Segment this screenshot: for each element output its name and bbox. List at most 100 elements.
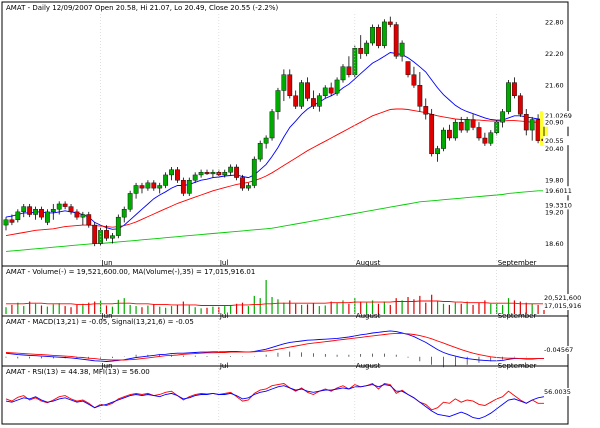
candle-body (281, 74, 287, 91)
date-label: Jul (219, 312, 229, 320)
candle-body (417, 85, 423, 107)
candle-body (180, 180, 186, 194)
candle-body (405, 61, 411, 75)
candle-body (287, 74, 293, 96)
candle-body (68, 206, 74, 213)
price-panel-title: AMAT - Daily 12/09/2007 Open 20.58, Hi 2… (6, 4, 279, 12)
price-tick-label: 20.40 (545, 145, 564, 153)
candle-body (452, 121, 458, 139)
candle-body (222, 172, 228, 176)
candle-body (80, 214, 86, 218)
macd-right-label: -0.04567 (544, 346, 573, 354)
price-tick-label: 20.90 (545, 119, 564, 127)
candle-body (27, 206, 33, 215)
candle-body (387, 21, 393, 25)
date-label: August (356, 259, 381, 267)
date-label: Jun (101, 362, 113, 370)
volume-right-label: 17,015,916 (544, 302, 581, 310)
price-ma-line-0 (5, 52, 545, 230)
volume-badge-bg (543, 294, 569, 302)
candle-body (393, 24, 399, 57)
candle-body (210, 172, 216, 175)
candle-body (346, 66, 352, 75)
candle-body (44, 211, 50, 223)
macd-line-0 (5, 330, 544, 362)
candle-body (245, 185, 251, 189)
macd-badge-bg (543, 346, 569, 354)
date-label: August (356, 312, 381, 320)
candle-body (340, 66, 346, 81)
candle-body (476, 127, 482, 139)
candle-body (263, 137, 269, 144)
candle-body (447, 129, 452, 139)
price-tick-label: 21.60 (545, 82, 564, 90)
price-tick-label: 21.0269 (545, 112, 572, 120)
price-badge-bg (543, 117, 569, 127)
price-tick-label: 22.80 (545, 18, 564, 26)
price-tick-label: 19.80 (545, 177, 564, 185)
candle-body (299, 82, 305, 107)
macd-line-1 (5, 332, 544, 361)
date-label: Jun (101, 259, 113, 267)
candle-body (251, 158, 257, 186)
candle-body (139, 185, 145, 189)
rsi-badge-bg (543, 388, 569, 396)
candle-body (121, 209, 127, 218)
candle-body (163, 174, 169, 186)
candle-body (92, 224, 98, 244)
candle-body (50, 209, 56, 213)
candle-body (39, 209, 44, 218)
volume-badge-bg (543, 302, 569, 310)
candle-body (257, 143, 263, 160)
candle-body (506, 82, 511, 112)
candle-body (370, 26, 375, 44)
price-tick-label: 18.60 (545, 240, 564, 248)
candle-body (500, 111, 506, 123)
candle-body (352, 48, 358, 75)
volume-panel-frame (1, 265, 569, 317)
candle-body (358, 48, 364, 54)
candle-body (470, 119, 476, 128)
candle-body (3, 219, 9, 226)
price-tick-label: 20.55 (545, 137, 564, 145)
price-tick-label: 19.6011 (545, 187, 572, 195)
date-label: Jul (219, 362, 229, 370)
candle-body (381, 21, 387, 46)
candle-body (74, 211, 80, 218)
candle-body (275, 90, 281, 112)
candle-body (435, 148, 440, 155)
candle-body (523, 114, 529, 131)
price-badge-bg (543, 136, 569, 146)
candle-body (9, 219, 15, 223)
candle-body (399, 42, 405, 57)
candle-body (145, 182, 151, 189)
candle-body (305, 82, 310, 99)
price-badge-bg (543, 200, 569, 210)
candle-body (56, 203, 62, 210)
date-label: Jun (101, 312, 113, 320)
price-badge-bg (543, 110, 569, 120)
date-labels: Jun Jun Jun Jul Jul Jul August August August Sept… (100, 14, 537, 422)
volume-panel-title: AMAT - Volume(-) = 19,521,600.00, MA(Vol… (6, 268, 255, 276)
candle-body (115, 216, 121, 236)
rsi-right-label: 56.0035 (544, 388, 571, 396)
price-badge-bg (543, 186, 569, 196)
candle-body (512, 82, 517, 96)
price-panel-frame (1, 1, 569, 267)
candle-body (429, 114, 435, 155)
rsi-mfi-lines: 56.0035 (5, 382, 571, 420)
macd-lines: -0.04567 (5, 330, 573, 368)
candle-body (133, 185, 139, 194)
price-tick-label: 19.20 (545, 208, 564, 216)
volume-right-label: 20,521,600 (544, 294, 581, 302)
candle-body (364, 42, 370, 54)
candle-body (482, 137, 488, 144)
candle-body (316, 95, 322, 107)
date-label: September (498, 312, 537, 320)
candle-body (169, 169, 174, 176)
candle-body (192, 174, 198, 181)
candle-body (529, 119, 535, 131)
candle-body (423, 106, 429, 115)
